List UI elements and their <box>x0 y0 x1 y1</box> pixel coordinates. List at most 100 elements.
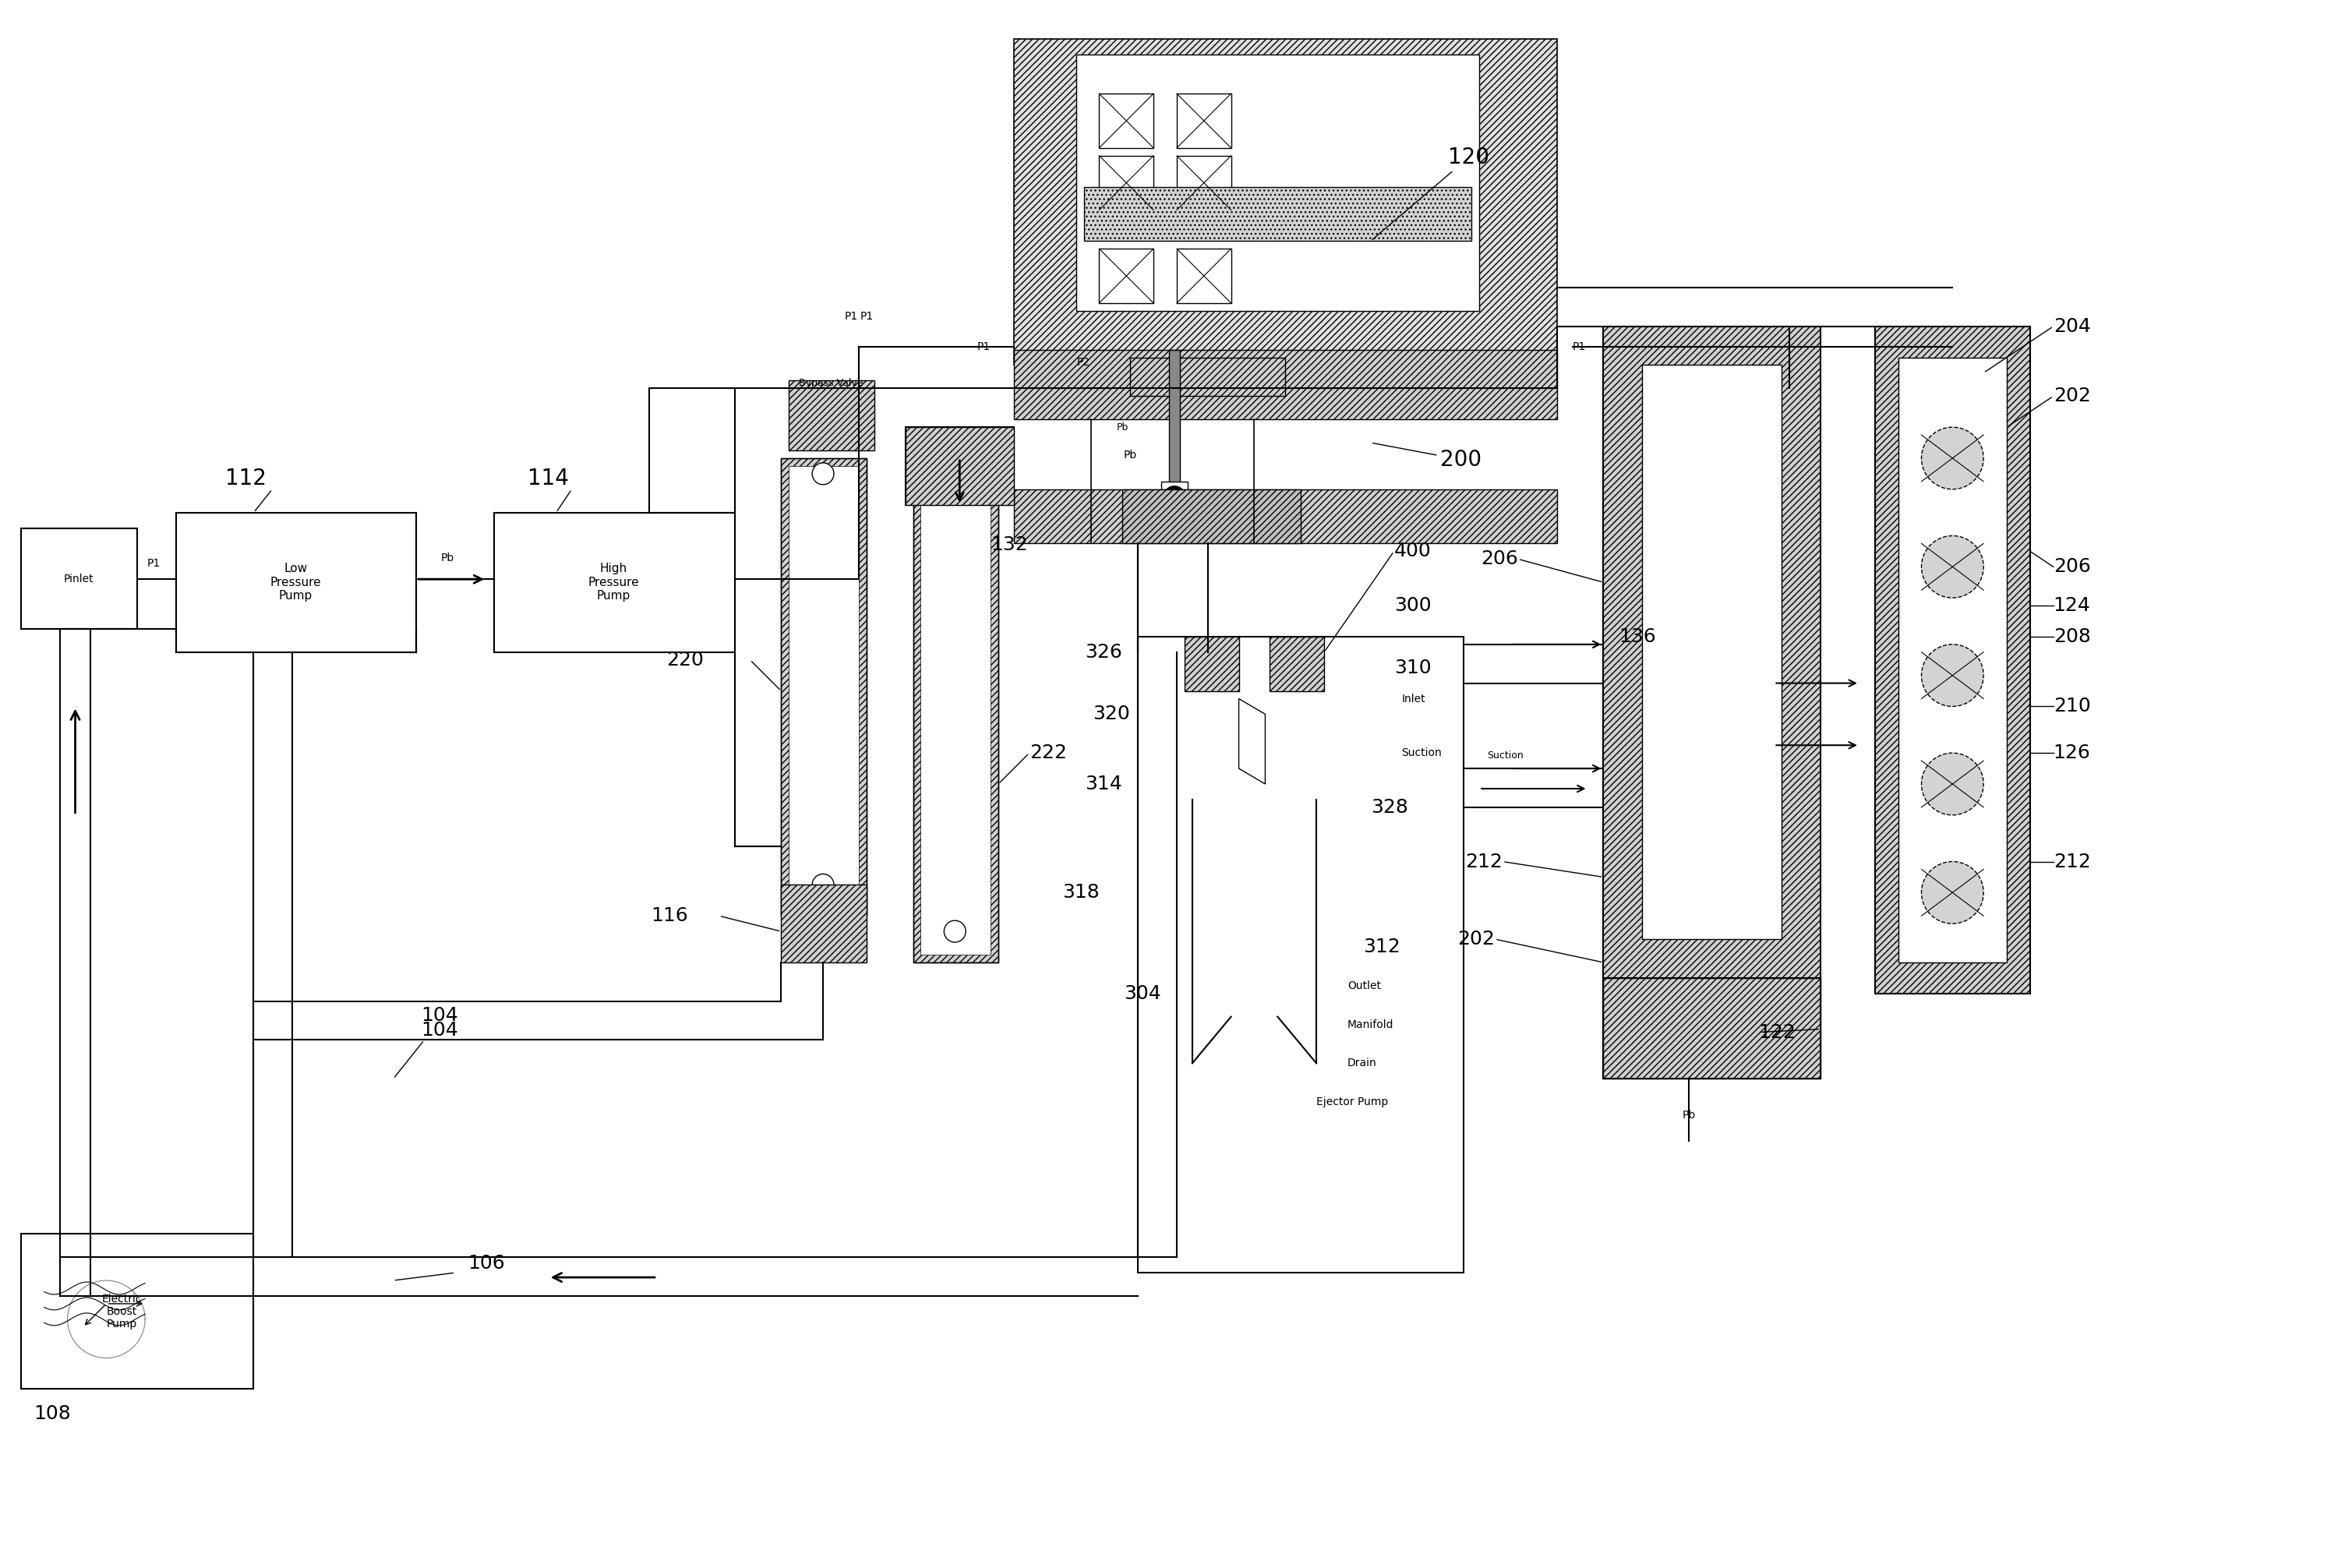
Text: 114: 114 <box>528 467 568 489</box>
Circle shape <box>1922 644 1983 707</box>
Text: 310: 310 <box>1393 659 1431 677</box>
Text: 208: 208 <box>2053 627 2090 646</box>
Circle shape <box>1922 753 1983 815</box>
Text: 328: 328 <box>1370 798 1407 817</box>
Text: 106: 106 <box>468 1254 505 1273</box>
Text: 320: 320 <box>1092 706 1129 723</box>
Bar <box>905 426 1015 505</box>
Text: 326: 326 <box>1085 643 1122 662</box>
Bar <box>1875 326 2029 994</box>
Text: P1: P1 <box>977 342 991 351</box>
Bar <box>781 884 867 963</box>
Text: Pb: Pb <box>442 554 454 564</box>
Text: Ejector Pump: Ejector Pump <box>1316 1096 1389 1107</box>
Text: 220: 220 <box>666 651 704 670</box>
Bar <box>1015 350 1557 419</box>
Text: 108: 108 <box>33 1405 70 1424</box>
Bar <box>1099 94 1153 147</box>
Circle shape <box>1164 486 1185 508</box>
Bar <box>493 513 734 652</box>
Text: 104: 104 <box>421 1021 458 1040</box>
Text: 202: 202 <box>2053 387 2090 406</box>
Bar <box>1604 978 1821 1079</box>
Bar <box>1122 489 1300 544</box>
Text: 132: 132 <box>991 536 1029 555</box>
Text: 314: 314 <box>1085 775 1122 793</box>
Text: Suction: Suction <box>1403 748 1443 759</box>
Text: 312: 312 <box>1363 938 1400 956</box>
Bar <box>1099 155 1153 210</box>
Text: 222: 222 <box>1029 743 1066 762</box>
Bar <box>1875 326 2029 994</box>
Text: 400: 400 <box>1393 543 1431 561</box>
Circle shape <box>945 920 966 942</box>
Bar <box>1604 326 1821 986</box>
Text: 112: 112 <box>224 467 267 489</box>
Text: 126: 126 <box>2053 743 2090 762</box>
Text: Drain: Drain <box>1347 1058 1377 1069</box>
Text: 120: 120 <box>1372 146 1489 240</box>
Text: Pinlet: Pinlet <box>63 574 94 585</box>
Text: Manifold: Manifold <box>1347 1019 1393 1030</box>
Bar <box>21 528 138 629</box>
Circle shape <box>945 470 966 492</box>
Text: P1: P1 <box>860 310 872 321</box>
Bar <box>781 458 867 916</box>
Text: 200: 200 <box>1372 444 1482 470</box>
Text: P1: P1 <box>1573 342 1585 351</box>
Text: 104: 104 <box>421 1005 458 1024</box>
Text: Low
Pressure
Pump: Low Pressure Pump <box>269 563 320 602</box>
Text: 304: 304 <box>1125 985 1162 1004</box>
Text: 136: 136 <box>1618 627 1655 646</box>
Text: 122: 122 <box>1758 1022 1796 1041</box>
Bar <box>914 458 998 963</box>
Bar <box>1604 978 1821 1079</box>
Bar <box>1176 155 1232 210</box>
Bar <box>921 466 991 955</box>
Text: Outlet: Outlet <box>1347 980 1382 991</box>
Bar <box>1162 481 1188 497</box>
Bar <box>1015 489 1557 544</box>
Text: Suction: Suction <box>1487 751 1524 760</box>
Bar <box>1185 637 1239 691</box>
Text: 204: 204 <box>2053 317 2090 336</box>
Text: 206: 206 <box>2053 558 2090 575</box>
Bar <box>905 426 1015 505</box>
Text: 124: 124 <box>2053 596 2090 615</box>
Bar <box>1085 187 1471 241</box>
Text: Pb: Pb <box>1125 450 1136 461</box>
Bar <box>175 513 416 652</box>
Bar <box>788 466 858 908</box>
Bar <box>1176 249 1232 303</box>
Bar <box>1129 358 1286 397</box>
Bar <box>1099 249 1153 303</box>
Circle shape <box>1922 861 1983 924</box>
Text: 202: 202 <box>1457 930 1494 949</box>
Text: P1: P1 <box>147 558 161 569</box>
Text: 206: 206 <box>1480 550 1517 568</box>
Polygon shape <box>1239 699 1265 784</box>
Text: 116: 116 <box>650 906 687 925</box>
Bar <box>1604 326 1821 986</box>
Text: Bypass Valve: Bypass Valve <box>800 378 863 389</box>
Text: P2: P2 <box>1078 358 1090 368</box>
Bar <box>1139 637 1464 1273</box>
Bar <box>1641 365 1782 939</box>
Bar <box>1015 39 1557 365</box>
Text: Electric
Boost
Pump: Electric Boost Pump <box>103 1294 143 1330</box>
Circle shape <box>1922 426 1983 489</box>
Circle shape <box>811 873 835 895</box>
Text: Inlet: Inlet <box>1403 693 1426 704</box>
Text: 210: 210 <box>2053 698 2090 715</box>
Bar <box>1898 358 2006 963</box>
Bar <box>788 381 874 450</box>
Bar <box>914 458 998 963</box>
Bar <box>1075 55 1480 310</box>
Bar <box>781 458 867 916</box>
Text: 318: 318 <box>1061 883 1099 902</box>
Text: 212: 212 <box>2053 853 2090 870</box>
Text: 300: 300 <box>1393 596 1431 615</box>
Bar <box>1270 637 1323 691</box>
Text: High
Pressure
Pump: High Pressure Pump <box>589 563 638 602</box>
Text: Pb: Pb <box>1118 422 1129 433</box>
